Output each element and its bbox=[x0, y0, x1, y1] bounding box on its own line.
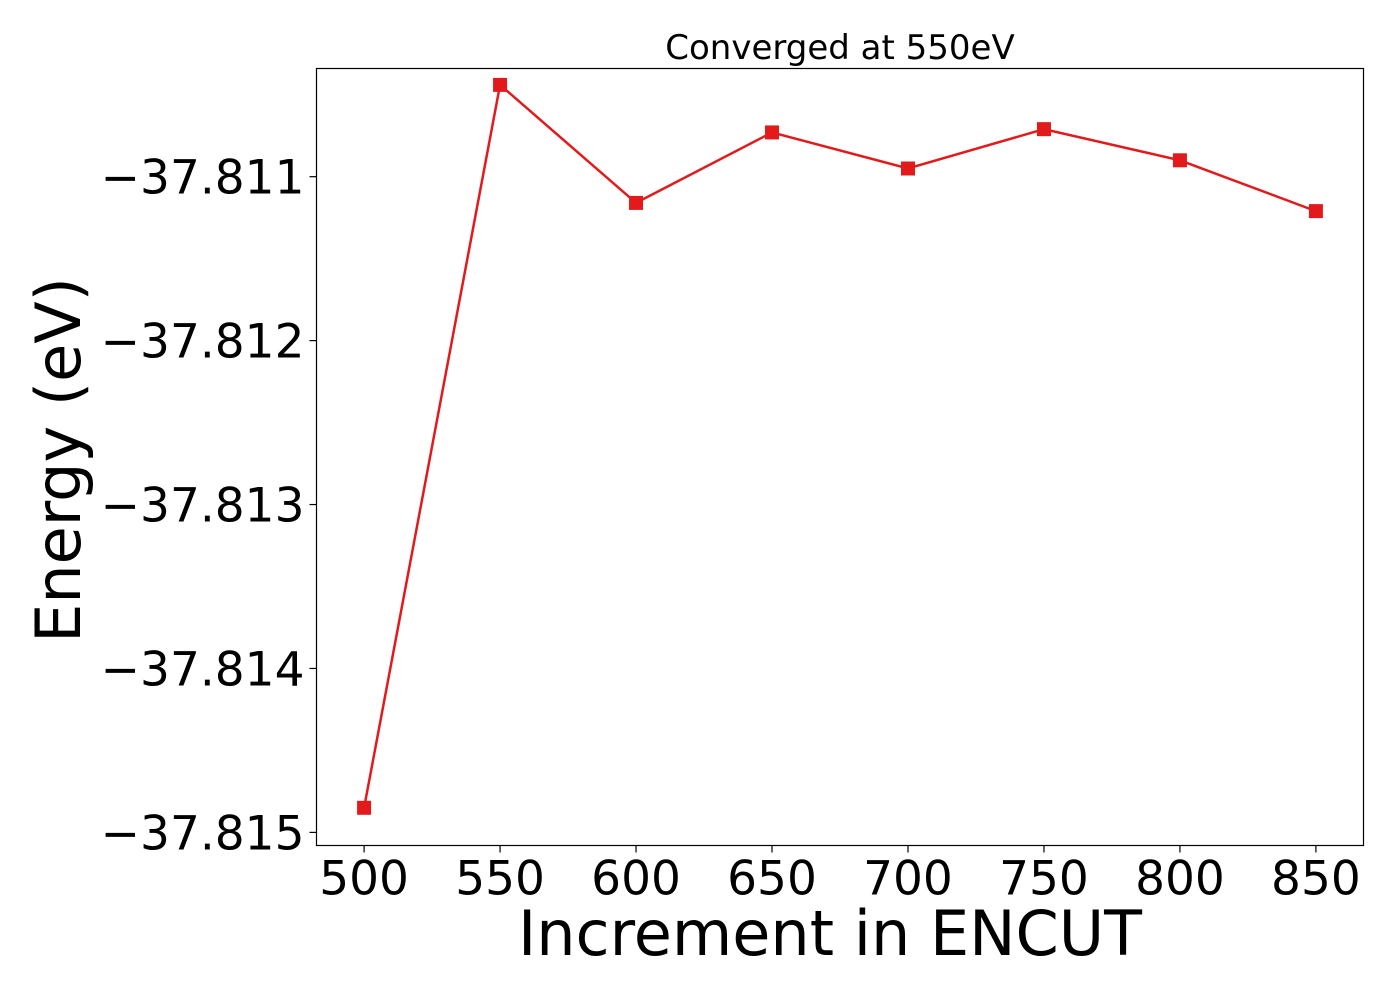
x-tick-label: 800 bbox=[1135, 852, 1225, 907]
data-point-marker bbox=[357, 800, 372, 815]
y-tick-label: −37.811 bbox=[101, 151, 305, 206]
data-point-marker bbox=[1308, 204, 1323, 219]
plot-area-frame bbox=[315, 67, 1365, 847]
data-point-marker bbox=[493, 77, 508, 92]
y-tick-label: −37.813 bbox=[101, 479, 305, 534]
x-tick-label: 650 bbox=[727, 852, 817, 907]
y-axis-label: Energy (eV) bbox=[22, 277, 95, 643]
x-tick-label: 500 bbox=[319, 852, 409, 907]
data-point-marker bbox=[765, 125, 780, 140]
data-point-marker bbox=[900, 161, 915, 176]
y-tick-label: −37.814 bbox=[101, 642, 305, 697]
data-point-marker bbox=[1172, 153, 1187, 168]
data-point-marker bbox=[1036, 122, 1051, 137]
series-line bbox=[362, 82, 1317, 809]
y-tick-label: −37.815 bbox=[101, 806, 305, 861]
y-tick-label: −37.812 bbox=[101, 315, 305, 370]
x-tick-label: 850 bbox=[1271, 852, 1361, 907]
x-tick-label: 550 bbox=[455, 852, 545, 907]
x-axis: 500 550 600 650 700 750 800 850 bbox=[319, 845, 1361, 907]
data-point-marker bbox=[629, 195, 644, 210]
x-tick-label: 700 bbox=[863, 852, 953, 907]
x-tick-label: 750 bbox=[999, 852, 1089, 907]
chart-title: Converged at 550eV bbox=[665, 28, 1014, 68]
series-layer bbox=[357, 77, 1323, 815]
y-axis: −37.811 −37.812 −37.813 −37.814 −37.815 bbox=[101, 151, 317, 861]
x-tick-label: 600 bbox=[591, 852, 681, 907]
x-axis-label: Increment in ENCUT bbox=[518, 897, 1143, 970]
